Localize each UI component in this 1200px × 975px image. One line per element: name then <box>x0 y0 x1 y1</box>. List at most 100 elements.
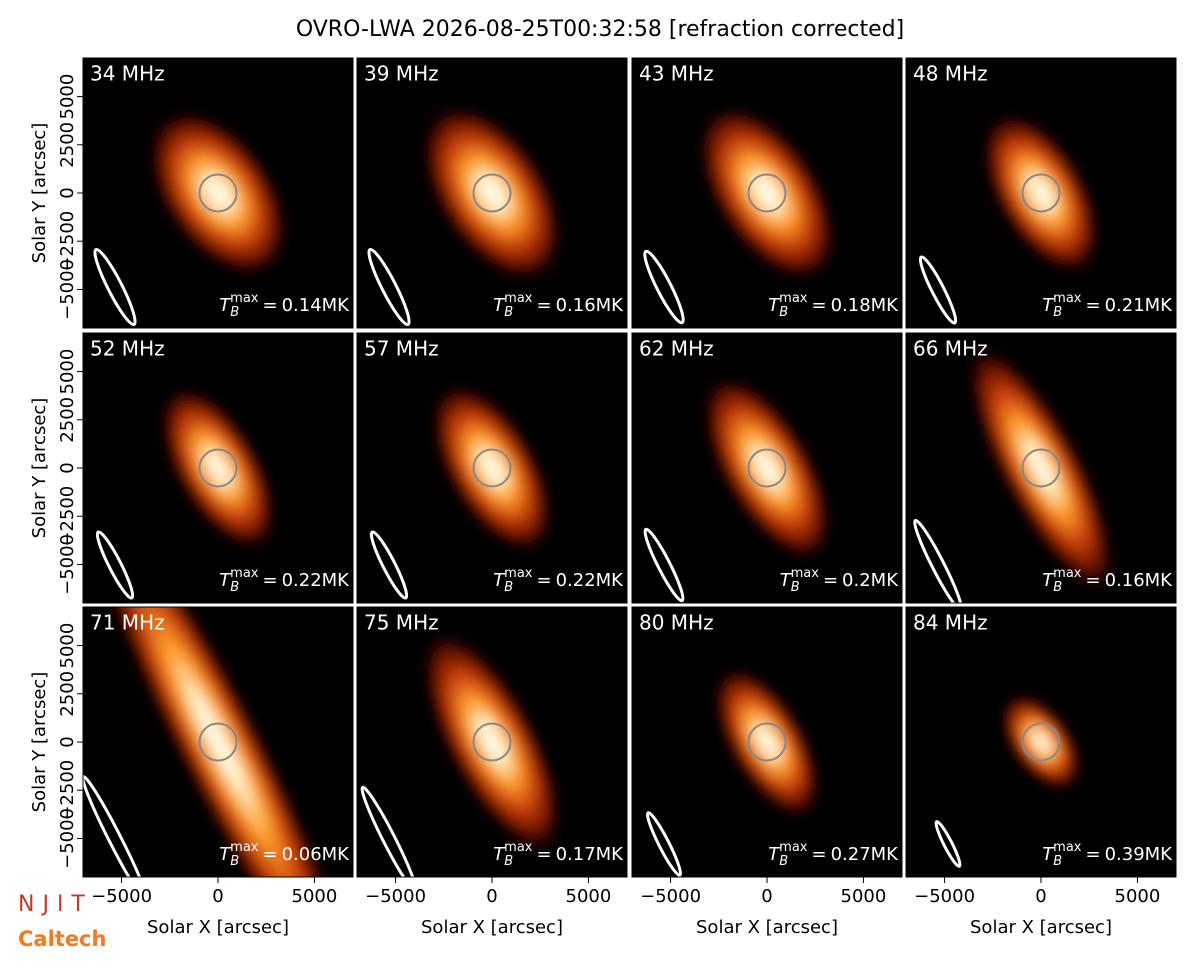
y-tick-label: −5000 <box>57 808 78 869</box>
beam <box>360 785 418 877</box>
y-axis-label: Solar Y [arcsec] <box>29 123 50 264</box>
tb-eq: = <box>811 844 826 865</box>
tb-sub: B <box>1053 854 1062 869</box>
emission <box>421 629 563 855</box>
frequency-label: 34 MHz <box>90 62 165 86</box>
emission <box>159 385 277 551</box>
tb-max-label: TBmax = 0.39MK <box>1042 840 1173 869</box>
tb-value: 0.16MK <box>1105 570 1174 591</box>
y-tick-label: 5000 <box>57 349 78 395</box>
tb-eq: = <box>1085 844 1100 865</box>
solar-disk <box>1021 722 1061 762</box>
tb-sup: max <box>1053 840 1082 855</box>
panel-image <box>95 385 277 600</box>
tb-sub: B <box>779 854 788 869</box>
tb-eq: = <box>262 844 277 865</box>
logo-njit: NJIT <box>18 892 93 917</box>
solar-disk <box>747 173 787 213</box>
panel-image <box>913 342 1116 603</box>
panel: 48 MHz TBmax = 0.21MK <box>905 57 1177 329</box>
solar-disk <box>198 722 238 762</box>
panel-image <box>645 665 821 877</box>
y-tick-label: 0 <box>57 462 78 473</box>
x-tick-label: −5000 <box>365 886 426 907</box>
figure-title: OVRO-LWA 2026-08-25T00:32:58 [refraction… <box>296 17 904 42</box>
tb-symbol: T <box>1042 295 1055 316</box>
tb-sub: B <box>230 580 239 595</box>
beam <box>93 247 137 327</box>
x-tick-label: 5000 <box>1115 886 1161 907</box>
tb-sup: max <box>504 291 533 306</box>
y-tick-label: 5000 <box>57 74 78 120</box>
tb-eq: = <box>1085 295 1100 316</box>
panel-image <box>643 104 837 325</box>
beam <box>643 249 685 325</box>
y-tick-label: 0 <box>57 187 78 198</box>
tb-sub: B <box>504 580 513 595</box>
panel: 66 MHz TBmax = 0.16MK <box>905 332 1177 604</box>
frequency-label: 66 MHz <box>913 337 988 361</box>
emission <box>701 374 833 562</box>
tb-eq: = <box>536 570 551 591</box>
tb-symbol: T <box>780 570 793 591</box>
emission <box>713 665 821 819</box>
x-tick-label: −5000 <box>91 886 152 907</box>
tb-symbol: T <box>219 570 232 591</box>
tb-sup: max <box>230 291 259 306</box>
beam <box>913 518 963 603</box>
tb-sup: max <box>1053 566 1082 581</box>
tb-symbol: T <box>493 570 506 591</box>
x-axis-label: Solar X [arcsec] <box>421 917 563 938</box>
solar-disk <box>747 448 787 488</box>
x-tick-label: −5000 <box>914 886 975 907</box>
tb-symbol: T <box>1042 570 1055 591</box>
y-axis-label: Solar Y [arcsec] <box>29 672 50 813</box>
emission <box>147 109 289 277</box>
frequency-label: 57 MHz <box>364 337 439 361</box>
tb-eq: = <box>536 295 551 316</box>
frequency-label: 62 MHz <box>639 337 714 361</box>
frequency-label: 75 MHz <box>364 611 439 635</box>
y-tick-label: −2500 <box>57 486 78 547</box>
tb-max-label: TBmax = 0.14MK <box>219 291 350 320</box>
panel-image <box>367 103 564 327</box>
panel-image <box>918 111 1101 325</box>
y-tick-label: 0 <box>57 736 78 747</box>
panel: 43 MHz TBmax = 0.18MK <box>631 57 903 329</box>
frequency-label: 39 MHz <box>364 62 439 86</box>
frequency-label: 48 MHz <box>913 62 988 86</box>
emission <box>1001 693 1081 791</box>
tb-sub: B <box>230 305 239 320</box>
panel: 39 MHz TBmax = 0.16MK <box>356 57 628 329</box>
tb-sup: max <box>791 566 820 581</box>
tb-symbol: T <box>493 295 506 316</box>
y-tick-label: 2500 <box>57 122 78 168</box>
frequency-label: 52 MHz <box>90 337 165 361</box>
tb-symbol: T <box>1042 844 1055 865</box>
panel-frame <box>631 57 903 329</box>
tb-symbol: T <box>768 844 781 865</box>
y-tick-label: −5000 <box>57 534 78 595</box>
frequency-label: 43 MHz <box>639 62 714 86</box>
panel-image <box>643 374 833 603</box>
solar-disk <box>198 448 238 488</box>
tb-max-label: TBmax = 0.22MK <box>493 566 624 595</box>
tb-eq: = <box>823 570 838 591</box>
tb-value: 0.22MK <box>556 570 625 591</box>
tb-sub: B <box>779 305 788 320</box>
tb-sub: B <box>230 854 239 869</box>
panel-frame <box>631 332 903 604</box>
tb-value: 0.17MK <box>556 844 625 865</box>
frequency-label: 71 MHz <box>90 611 165 635</box>
x-axis-label: Solar X [arcsec] <box>696 917 838 938</box>
tb-value: 0.39MK <box>1105 844 1174 865</box>
tb-sup: max <box>1053 291 1082 306</box>
tb-eq: = <box>1085 570 1100 591</box>
solar-disk <box>747 722 787 762</box>
frequency-label: 80 MHz <box>639 611 714 635</box>
